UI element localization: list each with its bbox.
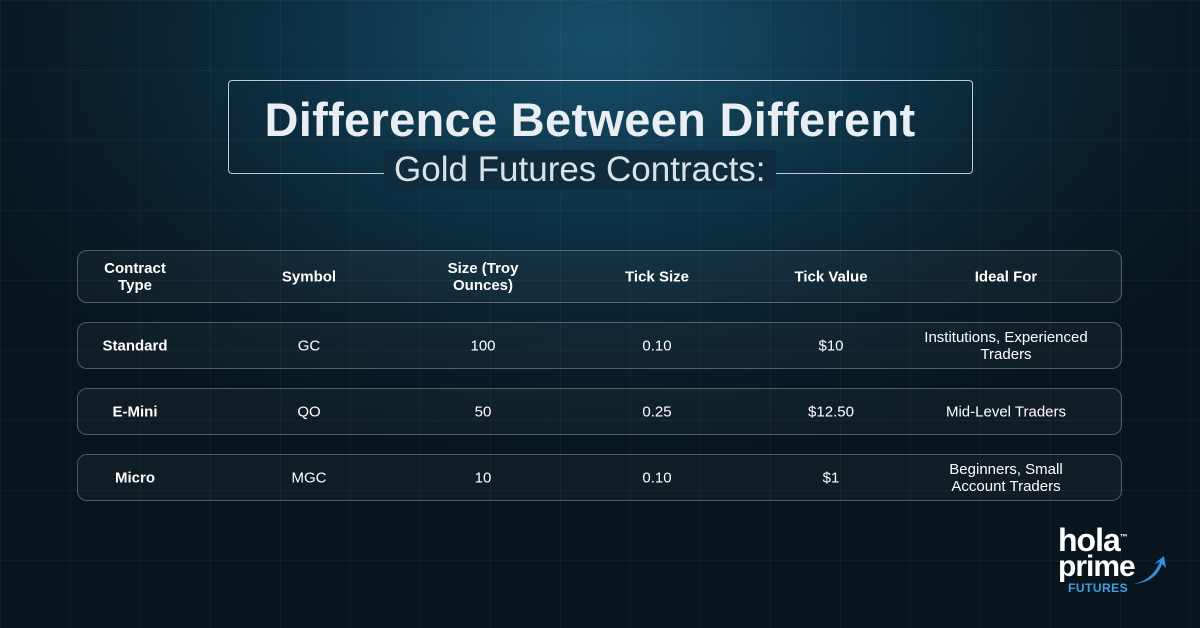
logo-word: prime	[1058, 550, 1136, 583]
table-cell: 10	[474, 469, 492, 486]
table-cell: MGC	[291, 469, 327, 486]
table-cell: 50	[474, 403, 492, 420]
logo-arrow	[1134, 556, 1166, 584]
column-header: Symbol	[281, 268, 337, 285]
column-header: Tick Value	[794, 268, 868, 285]
column-header: Tick Size	[625, 268, 689, 285]
table-cell: $10	[818, 337, 844, 354]
table-cell: QO	[297, 403, 321, 420]
column-header: Contract Type	[104, 259, 166, 294]
table-cell: GC	[297, 337, 321, 354]
column-header: Size (Troy Ounces)	[447, 259, 519, 294]
column-header: Ideal For	[974, 268, 1038, 285]
table-cell: Standard	[102, 337, 168, 354]
logo-tm: ™	[1119, 532, 1128, 542]
table-row: Standard GC 100 0.10 $10 Institutions, Experi…	[77, 322, 1122, 369]
subtitle: Gold Futures Contracts:	[384, 150, 776, 190]
table-cell: 0.10	[642, 469, 672, 486]
table-cell: $1	[822, 469, 840, 486]
table-cell: E-Mini	[112, 403, 158, 420]
title: Difference Between Different	[264, 93, 916, 146]
table-cell: 100	[470, 337, 496, 354]
logo-sub: FUTURES	[1068, 581, 1129, 595]
logo-word: hola	[1058, 522, 1121, 558]
table-cell: Micro	[114, 469, 155, 486]
table-cell: Mid-Level Traders	[945, 403, 1067, 420]
table-cell: 0.10	[642, 337, 672, 354]
header-row: Contract Type Symbol Size (Troy Ounces) Tic…	[77, 250, 1122, 303]
logo: hola™ prime FUTURES	[1058, 524, 1166, 595]
table-cell: Beginners, Small Account Traders	[949, 460, 1063, 495]
table-row: E-Mini QO 50 0.25 $12.50 Mid-Level Traders	[77, 388, 1122, 435]
table-row: Micro MGC 10 0.10 $1 Beginners, Small Account…	[77, 454, 1122, 501]
table-cell: $12.50	[808, 403, 854, 420]
table-cell: 0.25	[642, 403, 672, 420]
logo-text: hola™	[1058, 524, 1135, 556]
table-cell: Institutions, Experienced Traders	[924, 328, 1088, 363]
